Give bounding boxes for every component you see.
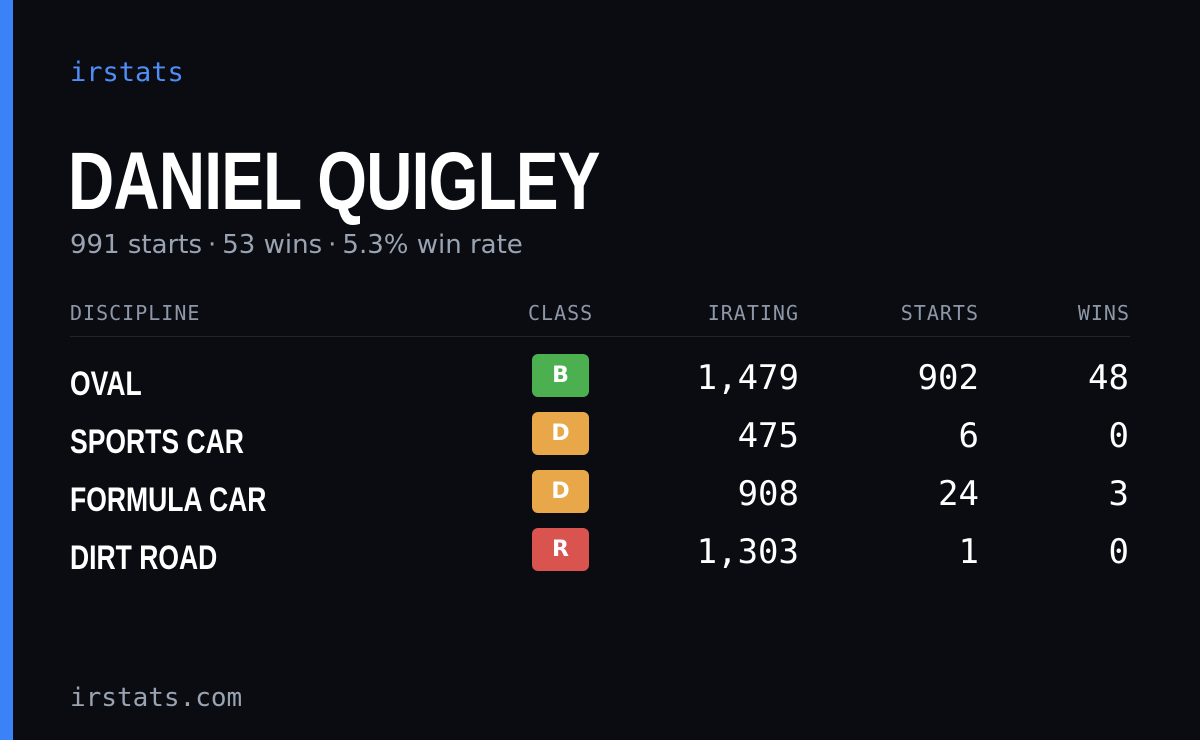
driver-summary: 991 starts · 53 wins · 5.3% win rate (70, 228, 523, 262)
class-badge: D (532, 470, 589, 513)
discipline-label: OVAL (70, 365, 142, 403)
wins-value: 48 (1088, 358, 1129, 398)
table-header: DISCIPLINE CLASS IRATING STARTS WINS (70, 298, 1130, 337)
summary-separator: · (208, 230, 217, 260)
header-discipline: DISCIPLINE (70, 301, 201, 325)
starts-value: 24 (938, 474, 979, 514)
summary-starts: 991 starts (70, 230, 202, 260)
class-badge: D (532, 412, 589, 455)
wins-value: 3 (1108, 474, 1129, 514)
starts-value: 1 (958, 532, 979, 572)
discipline-label: FORMULA CAR (70, 481, 267, 519)
discipline-label: SPORTS CAR (70, 423, 244, 461)
table-row: FORMULA CAR D 908 24 3 (70, 468, 1130, 526)
header-wins: WINS (1077, 301, 1130, 325)
driver-name: DANIEL QUIGLEY (68, 136, 600, 227)
class-badge: R (532, 528, 589, 571)
summary-wins: 53 wins (222, 230, 323, 260)
irating-value: 1,479 (696, 358, 799, 398)
summary-separator: · (328, 230, 337, 260)
class-badge: B (532, 354, 589, 397)
irating-value: 475 (737, 416, 799, 456)
brand-logo: irstats (70, 57, 184, 88)
starts-value: 6 (958, 416, 979, 456)
summary-win-rate: 5.3% win rate (342, 230, 523, 260)
starts-value: 902 (917, 358, 979, 398)
wins-value: 0 (1108, 532, 1129, 572)
irating-value: 908 (737, 474, 799, 514)
table-row: DIRT ROAD R 1,303 1 0 (70, 526, 1130, 584)
header-class: CLASS (528, 301, 594, 325)
discipline-table: OVAL B 1,479 902 48 SPORTS CAR D 475 6 0… (70, 352, 1130, 584)
table-row: OVAL B 1,479 902 48 (70, 352, 1130, 410)
header-starts: STARTS (900, 301, 979, 325)
accent-bar (0, 0, 13, 740)
table-row: SPORTS CAR D 475 6 0 (70, 410, 1130, 468)
irating-value: 1,303 (696, 532, 799, 572)
wins-value: 0 (1108, 416, 1129, 456)
footer-domain[interactable]: irstats.com (70, 683, 243, 713)
discipline-label: DIRT ROAD (70, 539, 218, 577)
header-irating: IRATING (707, 301, 799, 325)
